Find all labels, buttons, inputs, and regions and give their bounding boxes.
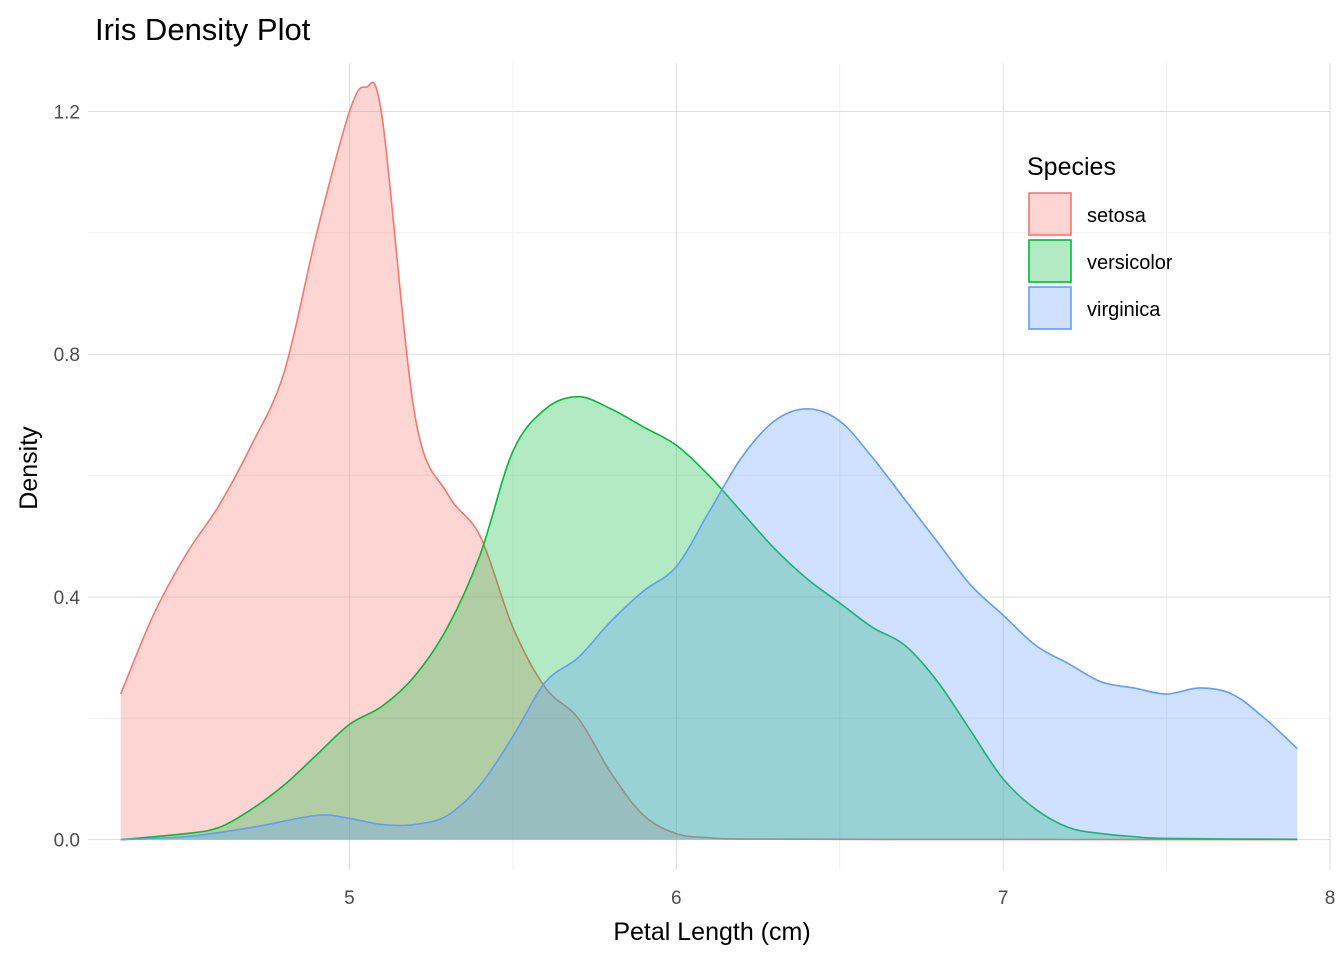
x-tick-label: 7: [998, 888, 1009, 909]
x-tick-label: 5: [344, 888, 355, 909]
y-axis-ticks: 0.0 0.4 0.8 1.2: [54, 103, 81, 852]
x-axis-title: Petal Length (cm): [613, 918, 810, 946]
x-tick-label: 6: [671, 888, 682, 909]
y-tick-label: 0.0: [54, 831, 80, 852]
y-tick-label: 1.2: [54, 103, 80, 124]
legend-label-setosa: setosa: [1087, 205, 1147, 227]
density-area-setosa: [120, 82, 1298, 840]
legend-key-versicolor: [1028, 239, 1072, 283]
legend-label-virginica: virginica: [1087, 299, 1161, 321]
x-axis-ticks: 5 6 7 8: [344, 888, 1335, 909]
y-tick-label: 0.8: [54, 345, 80, 366]
density-line-versicolor: [120, 395, 1298, 841]
x-tick-label: 8: [1325, 888, 1336, 909]
density-line-virginica: [120, 408, 1298, 841]
density-area-versicolor: [120, 396, 1298, 840]
y-tick-label: 0.4: [54, 588, 81, 609]
density-line-setosa: [119, 81, 1298, 841]
y-axis-title: Density: [15, 426, 43, 510]
legend: Species setosa versicolor virginica: [1027, 153, 1173, 330]
chart-title: Iris Density Plot: [95, 12, 311, 47]
legend-title: Species: [1027, 153, 1116, 181]
legend-label-versicolor: versicolor: [1087, 252, 1173, 274]
density-areas: [119, 81, 1298, 841]
legend-key-setosa: [1028, 192, 1072, 236]
density-area-virginica: [120, 408, 1298, 840]
legend-key-virginica: [1028, 286, 1072, 330]
